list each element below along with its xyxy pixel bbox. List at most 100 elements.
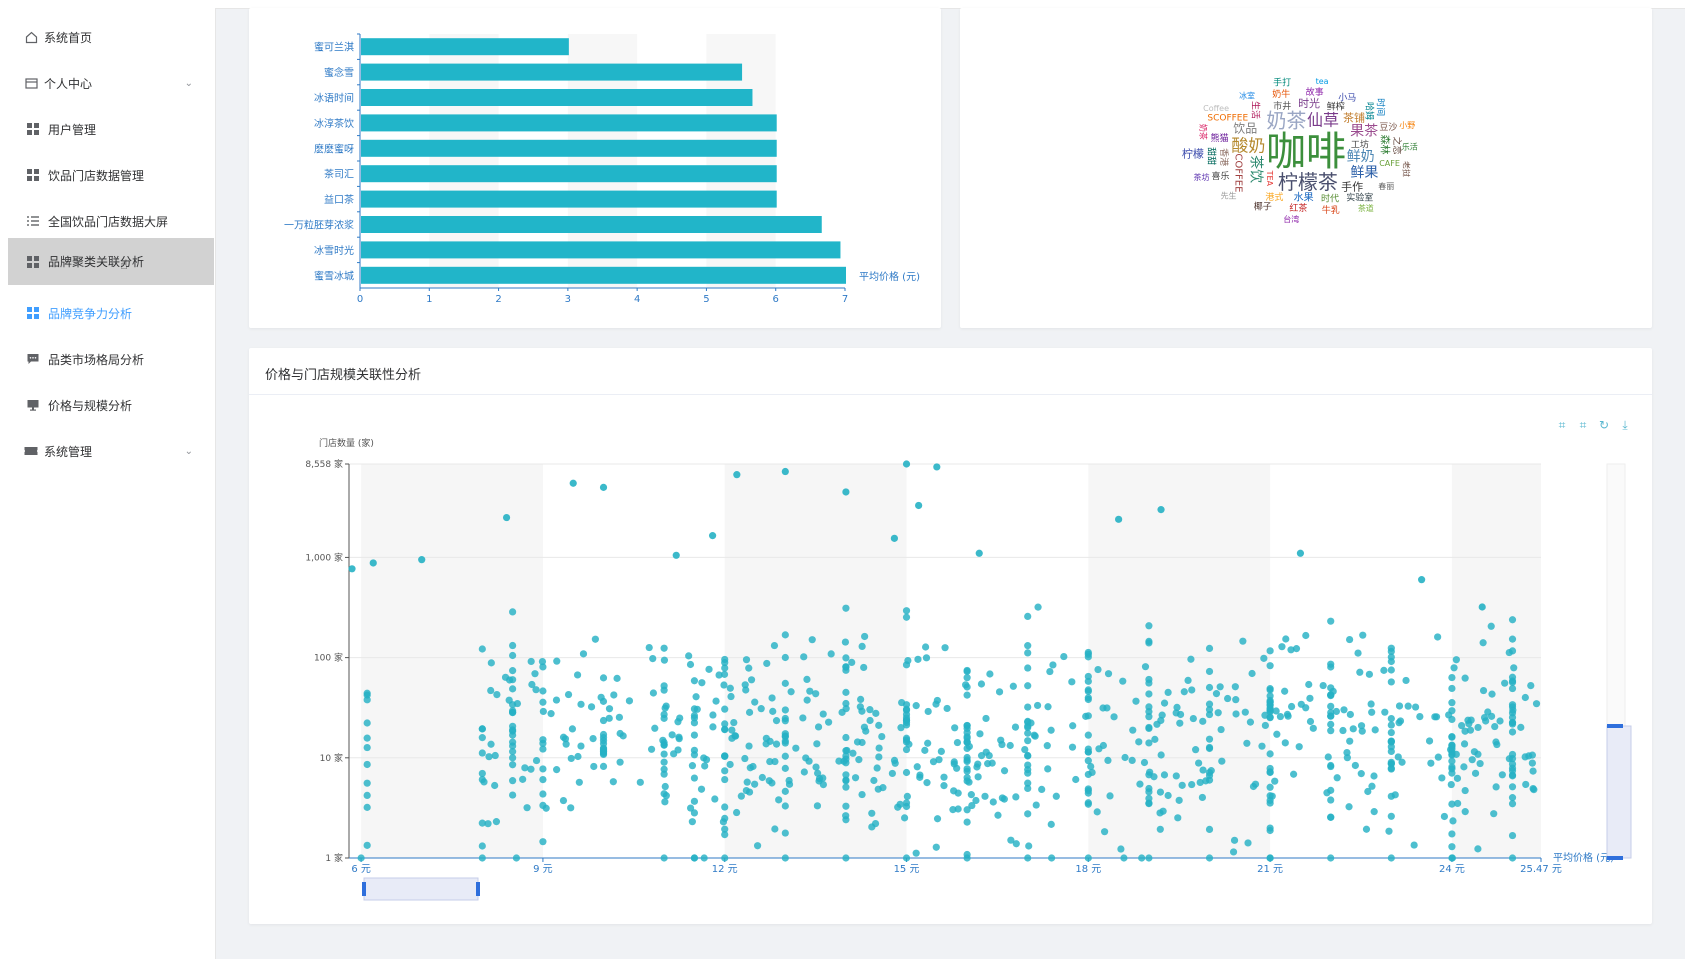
scatter-point — [616, 729, 624, 738]
y-axis-title: 门店数量 (家) — [319, 437, 374, 449]
scatter-point — [1418, 576, 1426, 584]
bar — [361, 241, 841, 259]
sidebar-item-brand-cluster[interactable]: 品牌聚类关联分析 ☝ — [8, 238, 214, 285]
scatter-point — [1327, 692, 1335, 700]
download-icon[interactable]: ⤓ — [1622, 418, 1628, 432]
scatter-point — [1461, 674, 1469, 682]
sidebar-item-label: 系统首页 — [44, 30, 93, 45]
scatter-point — [1145, 724, 1153, 733]
scatter-point — [686, 660, 695, 669]
scatter-point — [685, 652, 693, 660]
scatter-point — [781, 653, 789, 662]
scatter-point — [690, 731, 699, 739]
sidebar-item-store-data[interactable]: 饮品门店数据管理 — [0, 152, 215, 198]
scatter-point — [690, 751, 699, 759]
sidebar-item-price-scale[interactable]: 价格与规模分析 — [0, 382, 215, 428]
scatter-point — [1145, 799, 1153, 807]
scatter-point — [1266, 792, 1274, 800]
scatter-point — [690, 677, 699, 685]
scatter-point — [1327, 720, 1335, 728]
sidebar-item-category-market[interactable]: 品类市场格局分析 — [0, 336, 215, 382]
band — [724, 464, 907, 858]
sidebar-item-home[interactable]: 系统首页 — [0, 14, 215, 60]
bar — [361, 38, 569, 56]
scatter-point — [1387, 653, 1395, 661]
scatter-point — [721, 752, 729, 761]
scatter-point — [758, 773, 766, 782]
scatter-point — [1258, 742, 1266, 750]
scatter-point — [890, 534, 898, 542]
sidebar-item-user-management[interactable]: 用户管理 — [0, 106, 215, 152]
wordcloud-word: 奶茶 — [1198, 124, 1208, 140]
scatter-point — [1333, 774, 1341, 782]
scatter-point — [1272, 707, 1280, 715]
sidebar-item-brand-competitiveness[interactable]: 品牌竞争力分析 — [0, 290, 215, 336]
scatter-point — [781, 733, 789, 741]
wordcloud-word: 椰子 — [1254, 200, 1272, 212]
scatter-point — [661, 704, 669, 712]
scatter-point — [1212, 690, 1221, 698]
wordcloud-word: 台湾 — [1283, 214, 1299, 224]
scatter-point — [478, 734, 486, 742]
x-tick-label: 6 — [773, 294, 779, 305]
restore-icon[interactable]: ↻ — [1598, 418, 1610, 432]
scatter-point — [1466, 726, 1475, 734]
scatter-point — [721, 659, 729, 667]
scatter-point — [1024, 664, 1032, 672]
scatter-point — [1505, 648, 1513, 657]
sidebar-item-personal-center[interactable]: 个人中心 ⌄ — [0, 60, 215, 106]
scatter-point — [1387, 765, 1395, 773]
scatter-point — [721, 725, 729, 733]
wordcloud-word: 仙草 — [1307, 110, 1339, 129]
brand-price-bar-card: 蜜可兰淇 蜜念雪 冰语时间 冰淳茶饮 麽麽蜜呀 茶司汇 益口茶 一万粒胚芽浓浆 冰雪时光 蜜雪冰城… — [249, 8, 941, 328]
wordcloud-word: 之恋 — [1391, 137, 1403, 155]
scatter-point — [1434, 753, 1442, 761]
sidebar-item-system-management[interactable]: 系统管理 ⌄ — [0, 428, 215, 474]
scatter-point — [1160, 771, 1169, 779]
scatter-point — [1508, 783, 1517, 791]
sidebar-item-data-screen[interactable]: 全国饮品门店数据大屏 — [0, 198, 215, 244]
scatter-point — [569, 479, 577, 487]
scatter-point — [902, 661, 911, 669]
scatter-point — [1175, 796, 1183, 804]
scatter-point — [690, 809, 699, 817]
scatter-point — [1024, 682, 1032, 690]
scatter-point — [513, 699, 522, 708]
scatter-point — [860, 663, 868, 672]
scatter-point — [924, 739, 932, 747]
zoom-select-icon[interactable]: ⌗ — [1558, 418, 1566, 432]
scatter-point — [1205, 825, 1214, 834]
scatter-point — [741, 754, 749, 763]
scatter-point — [1448, 800, 1456, 808]
x-axis-title: 平均价格 (元) — [859, 270, 920, 283]
scatter-point — [781, 706, 789, 714]
x-zoom-handle — [362, 882, 366, 896]
scatter-point — [567, 804, 575, 812]
scatter-point — [875, 721, 883, 729]
scatter-point — [937, 747, 945, 756]
scatter-point — [1448, 699, 1456, 707]
scatter-point — [1508, 728, 1517, 736]
scatter-point — [897, 724, 905, 732]
scatter-point — [1069, 722, 1077, 730]
scatter-point — [785, 776, 793, 785]
scatter-point — [1188, 686, 1196, 694]
scatter-point — [995, 688, 1004, 696]
divider — [249, 394, 1652, 395]
scatter-point — [1052, 792, 1060, 800]
scatter-point — [1031, 732, 1039, 740]
scatter-point — [616, 758, 624, 766]
x-zoom-slider — [363, 877, 479, 901]
scatter-point — [842, 688, 850, 696]
scatter-point — [539, 745, 547, 753]
scatter-point — [1358, 727, 1366, 735]
wordcloud-word: 鲜奶 — [1347, 149, 1375, 165]
scatter-point — [1047, 820, 1055, 828]
zoom-reset-icon[interactable]: ⌗ — [1579, 418, 1587, 432]
scatter-point — [849, 749, 857, 757]
scatter-point — [1205, 667, 1214, 676]
scatter-point — [1173, 703, 1181, 711]
x-tick-label: 7 — [842, 294, 848, 305]
scatter-point — [1368, 708, 1376, 716]
scatter-point — [1084, 731, 1092, 739]
